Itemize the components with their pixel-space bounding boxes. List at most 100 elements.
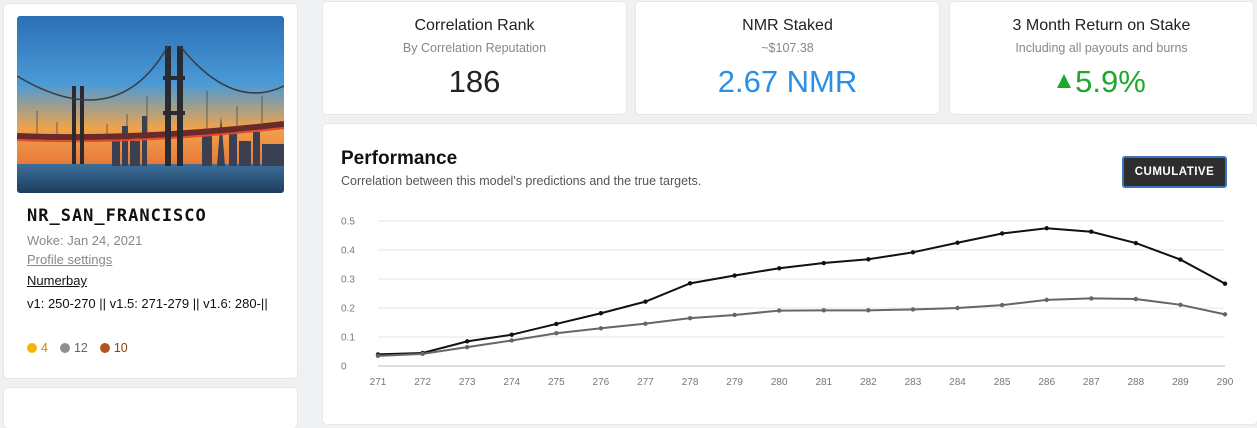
- series-1-point: [1089, 296, 1094, 301]
- profile-image: [17, 16, 284, 193]
- series-1-point: [598, 326, 604, 331]
- y-tick-label: 0: [341, 362, 347, 373]
- series-1-point: [732, 312, 737, 318]
- series-0-point: [732, 273, 737, 278]
- medals: 4 12 10: [27, 341, 128, 355]
- return-on-stake-card: 3 Month Return on Stake Including all pa…: [950, 2, 1253, 114]
- cumulative-button[interactable]: CUMULATIVE: [1122, 156, 1227, 188]
- series-0-point: [1133, 240, 1139, 246]
- bronze-medal: 10: [99, 341, 128, 355]
- series-0-point: [999, 231, 1005, 236]
- x-tick-label: 273: [459, 377, 476, 388]
- return-on-stake-subtitle: Including all payouts and burns: [1015, 41, 1188, 55]
- series-0-point: [821, 260, 826, 266]
- series-0-point: [1178, 257, 1183, 262]
- x-tick-label: 290: [1217, 377, 1234, 388]
- profile-settings-link[interactable]: Profile settings: [27, 252, 113, 267]
- x-tick-label: 276: [593, 377, 610, 388]
- return-on-stake-title: 3 Month Return on Stake: [1012, 17, 1191, 34]
- profile-card: NR_SAN_FRANCISCO Woke: Jan 24, 2021 Prof…: [4, 4, 297, 378]
- correlation-rank-card: Correlation Rank By Correlation Reputati…: [323, 2, 626, 114]
- correlation-rank-value: 186: [448, 64, 501, 99]
- x-tick-label: 280: [771, 377, 788, 388]
- series-0-point: [910, 250, 916, 255]
- series-1-point: [1222, 312, 1228, 317]
- series-line-0: [377, 227, 1226, 356]
- x-tick-label: 288: [1127, 377, 1144, 388]
- nmr-staked-title: NMR Staked: [742, 17, 833, 34]
- series-0-point: [464, 339, 470, 344]
- x-tick-label: 283: [905, 377, 922, 388]
- secondary-card: [4, 388, 297, 428]
- series-0-point: [643, 299, 648, 304]
- correlation-rank-title: Correlation Rank: [414, 17, 535, 34]
- series-1-point: [1133, 296, 1139, 302]
- series-1-point: [375, 353, 381, 359]
- series-1-point: [643, 321, 648, 326]
- silver-medal-icon: [59, 343, 70, 353]
- numerbay-link[interactable]: Numerbay: [27, 273, 87, 288]
- series-1-point: [821, 308, 826, 313]
- x-tick-label: 287: [1083, 377, 1100, 388]
- performance-chart: 0 0.1 0.2 0.3 0.4 0.5 271 272 273 274 275 276 277 278…: [341, 217, 1234, 389]
- series-1-point: [999, 302, 1005, 308]
- x-tick-label: 278: [682, 377, 699, 388]
- nmr-staked-value: 2.67 NMR: [717, 64, 858, 99]
- silver-medal-count: 12: [73, 341, 88, 355]
- x-tick-label: 282: [860, 377, 877, 388]
- x-tick-label: 281: [815, 377, 832, 388]
- nmr-staked-card: NMR Staked ~$107.38 2.67 NMR: [636, 2, 939, 114]
- series-1-point: [1178, 302, 1183, 308]
- x-tick-label: 286: [1038, 377, 1055, 388]
- return-on-stake-value-wrap: 5.9%: [950, 62, 1253, 102]
- bronze-medal-count: 10: [113, 341, 128, 355]
- series-1-point: [955, 305, 960, 311]
- performance-title: Performance: [341, 148, 458, 169]
- model-username: NR_SAN_FRANCISCO: [27, 206, 207, 226]
- x-tick-label: 274: [503, 377, 520, 388]
- series-0-point: [1089, 229, 1094, 234]
- series-0-point: [509, 332, 514, 337]
- woke-date: Woke: Jan 24, 2021: [27, 233, 143, 248]
- series-1-point: [464, 344, 470, 350]
- bronze-medal-icon: [99, 343, 110, 353]
- x-tick-label: 289: [1172, 377, 1189, 388]
- series-1-point: [866, 308, 871, 313]
- performance-subtitle: Correlation between this model's predict…: [341, 174, 702, 188]
- correlation-rank-subtitle: By Correlation Reputation: [402, 41, 547, 55]
- up-arrow-icon: [1057, 74, 1072, 88]
- series-1-point: [509, 338, 514, 343]
- nmr-staked-subtitle: ~$107.38: [761, 41, 814, 55]
- y-tick-label: 0.5: [341, 217, 355, 228]
- series-1-point: [1044, 297, 1049, 303]
- series-1-point: [910, 307, 916, 312]
- series-0-point: [554, 321, 559, 327]
- series-1-point: [420, 351, 425, 357]
- series-0-point: [1222, 281, 1228, 286]
- gold-medal-icon: [27, 343, 37, 353]
- x-tick-label: 275: [548, 377, 565, 388]
- series-0-point: [866, 257, 871, 262]
- performance-card: 0 0.1 0.2 0.3 0.4 0.5 271 272 273 274 275 276 277 278…: [323, 124, 1257, 424]
- series-1-point: [554, 331, 559, 336]
- series-0-point: [777, 266, 782, 271]
- y-tick-label: 0.1: [341, 333, 355, 344]
- y-tick-label: 0.4: [341, 246, 355, 257]
- series-0-point: [1044, 226, 1049, 231]
- series-line-1: [377, 297, 1226, 357]
- x-tick-label: 284: [949, 377, 966, 388]
- return-on-stake-value: 5.9%: [1075, 64, 1146, 99]
- gold-medal: 4: [27, 341, 48, 355]
- series-1-point: [777, 308, 782, 313]
- series-0-point: [687, 281, 693, 286]
- model-versions: v1: 250-270 || v1.5: 271-279 || v1.6: 28…: [27, 296, 268, 311]
- series-0-point: [955, 240, 960, 245]
- x-tick-label: 285: [994, 377, 1011, 388]
- gold-medal-count: 4: [41, 341, 48, 355]
- series-0-point: [598, 311, 604, 316]
- x-tick-label: 272: [414, 377, 431, 388]
- x-tick-label: 277: [637, 377, 654, 388]
- y-tick-label: 0.3: [341, 275, 355, 286]
- silver-medal: 12: [59, 341, 88, 355]
- x-tick-label: 279: [726, 377, 743, 388]
